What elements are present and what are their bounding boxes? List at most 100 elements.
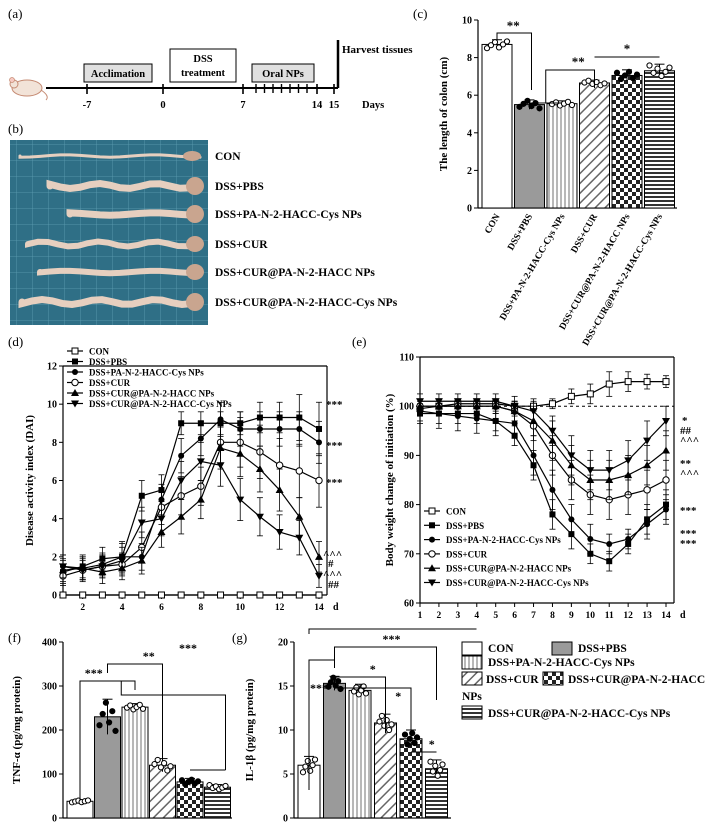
x-tick-label: 11	[605, 611, 614, 621]
y-tick-label: 2	[467, 166, 472, 177]
data-point	[662, 68, 669, 75]
data-point	[666, 64, 673, 71]
marker-triangle-down	[491, 398, 500, 406]
bar	[176, 781, 204, 819]
panel-label-b: (b)	[8, 121, 23, 136]
annotation: ***	[326, 477, 343, 489]
data-point	[167, 763, 174, 770]
y-axis-label: IL-1β (pg/mg protein)	[244, 678, 256, 781]
tick-label-0: 0	[160, 100, 165, 111]
phase-oral-label: Oral NPs	[262, 69, 304, 80]
marker-triangle-up	[295, 512, 304, 520]
annotation: ##	[680, 425, 692, 437]
marker-triangle-down	[177, 477, 186, 485]
phase-oral-box	[251, 63, 315, 83]
tick-label-minus7: -7	[83, 100, 92, 111]
marker-triangle-down	[472, 398, 481, 406]
data-point	[439, 761, 446, 768]
sig-label: ***	[310, 681, 328, 695]
legend-label: CON	[89, 347, 110, 357]
legend-label: DSS+CUR@PA-N-2-HACC NPs	[446, 564, 572, 574]
bar	[121, 706, 149, 819]
bottom-legend: CON DSS+PBS DSS+PA-N-2-HACC-Cys NPs DSS+CUR…	[461, 641, 705, 720]
bar	[149, 764, 176, 819]
data-point	[154, 756, 161, 764]
x-tick-label: 2	[437, 611, 442, 621]
x-tick-label: 2	[80, 603, 85, 613]
sig-label: **	[572, 54, 585, 69]
marker-open-square	[217, 591, 225, 599]
legend-label: DSS+PA-N-2-HACC-Cys NPs	[488, 657, 635, 669]
phase-dss-label-line1: DSS	[193, 54, 212, 65]
legend-label: DSS+CUR	[486, 674, 539, 686]
data-point	[625, 68, 633, 75]
data-point	[304, 757, 311, 765]
data-point	[381, 722, 388, 729]
x-tick-label: 8	[198, 603, 203, 613]
marker-triangle-down	[71, 400, 79, 408]
sig-label: **	[143, 649, 155, 663]
photo-label: DSS+CUR@PA-N-2-HACC-Cys NPs	[215, 297, 398, 309]
data-point	[404, 741, 411, 748]
annotation: #	[328, 558, 334, 570]
marker-filled-circle	[454, 413, 461, 420]
marker-triangle-down	[416, 398, 424, 406]
data-point	[658, 72, 665, 80]
data-point	[593, 78, 600, 86]
sig-bracket	[529, 69, 595, 104]
marker-open-square	[428, 507, 436, 515]
data-point	[491, 39, 499, 46]
sig-label: ***	[383, 632, 401, 646]
data-point	[437, 767, 444, 774]
legend-label: CON	[488, 643, 514, 655]
marker-triangle-down	[59, 563, 67, 571]
bar	[374, 722, 397, 819]
data-point	[383, 717, 390, 724]
x-tick-label: CON	[483, 212, 502, 235]
marker-open-circle	[315, 476, 323, 485]
marker-triangle-up	[236, 449, 245, 457]
x-axis-unit: d	[333, 602, 339, 613]
marker-filled-square	[549, 511, 556, 518]
annotation: ^^^	[323, 569, 342, 581]
marker-triangle-down	[567, 452, 576, 460]
data-point	[495, 44, 503, 51]
data-point	[629, 75, 637, 82]
annotation: *	[682, 415, 688, 427]
data-point	[376, 718, 383, 725]
data-point	[552, 99, 560, 106]
marker-triangle-down	[529, 408, 538, 416]
data-point	[222, 782, 229, 790]
data-point	[613, 69, 621, 76]
x-tick-label: 10	[235, 603, 245, 613]
data-point	[432, 762, 439, 770]
data-point	[568, 101, 576, 109]
y-tick-label: 4	[52, 514, 57, 525]
marker-triangle-up	[643, 461, 652, 469]
data-point	[99, 710, 106, 718]
marker-filled-circle	[296, 425, 303, 432]
annotation: ***	[680, 538, 697, 550]
annotation: ***	[326, 440, 343, 452]
y-axis-label: Body weight change of initiation (%)	[384, 393, 396, 566]
sig-bracket	[308, 628, 477, 634]
marker-triangle-down	[216, 462, 225, 470]
marker-open-circle	[71, 378, 79, 387]
legend-swatch	[461, 671, 483, 686]
y-tick-label: 100	[399, 402, 414, 413]
marker-triangle-down	[196, 458, 205, 466]
marker-filled-circle	[549, 486, 556, 493]
bar	[644, 70, 675, 209]
data-point	[585, 77, 592, 84]
marker-filled-square	[138, 492, 145, 499]
photo-label: DSS+PBS	[215, 181, 264, 193]
legend-label: DSS+PBS	[578, 643, 627, 655]
y-tick-label: 60	[404, 599, 414, 610]
data-point	[307, 767, 314, 774]
sig-label: ***	[85, 666, 103, 680]
marker-open-square	[548, 400, 556, 408]
sig-label: *	[395, 689, 401, 703]
annotation: **	[680, 458, 692, 470]
